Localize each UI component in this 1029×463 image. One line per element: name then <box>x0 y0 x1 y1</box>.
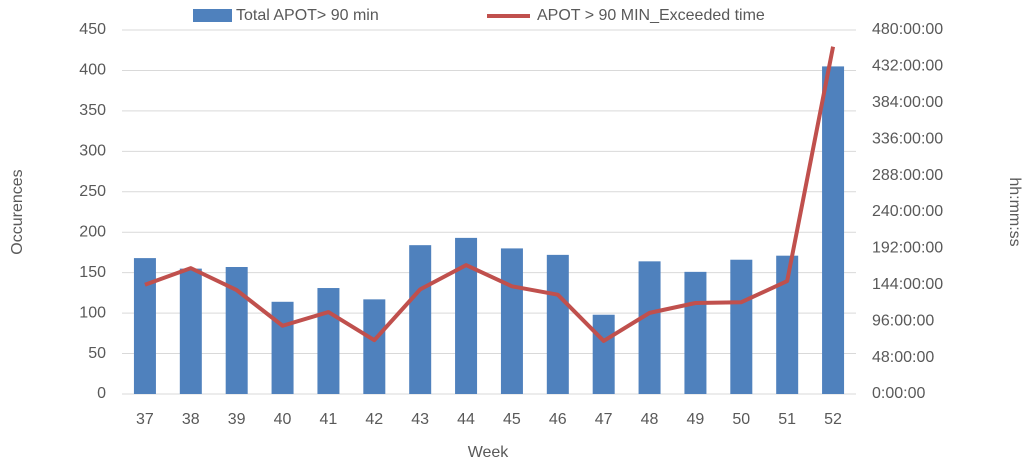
y2-tick-label: 48:00:00 <box>872 349 934 366</box>
y-tick-label: 300 <box>79 143 106 160</box>
x-tick-label: 42 <box>365 411 383 428</box>
bar <box>225 267 248 394</box>
x-tick-label: 48 <box>641 411 659 428</box>
x-tick-label: 37 <box>136 411 154 428</box>
y-tick-label: 400 <box>79 62 106 79</box>
x-tick-label: 46 <box>549 411 567 428</box>
x-tick-label: 41 <box>320 411 338 428</box>
y-tick-label: 250 <box>79 183 106 200</box>
bar <box>455 237 478 394</box>
y2-tick-label: 432:00:00 <box>872 58 943 75</box>
x-axis-label: Week <box>468 444 510 461</box>
y2-tick-label: 144:00:00 <box>872 276 943 293</box>
bar <box>409 245 432 394</box>
y-tick-label: 450 <box>79 21 106 38</box>
y2-tick-label: 480:00:00 <box>872 21 943 38</box>
x-tick-label: 39 <box>228 411 246 428</box>
bar <box>730 259 753 394</box>
x-tick-label: 43 <box>411 411 429 428</box>
bar <box>638 261 661 394</box>
x-tick-label: 44 <box>457 411 475 428</box>
y2-tick-label: 0:00:00 <box>872 385 925 402</box>
legend-label: Total APOT> 90 min <box>236 7 379 24</box>
bar <box>500 248 523 394</box>
y2-tick-label: 192:00:00 <box>872 240 943 257</box>
y2-tick-label: 384:00:00 <box>872 94 943 111</box>
bar <box>271 301 294 394</box>
x-tick-label: 45 <box>503 411 521 428</box>
y-axis-label: Occurences <box>9 169 26 254</box>
x-tick-label: 47 <box>595 411 613 428</box>
x-tick-label: 49 <box>687 411 705 428</box>
y-tick-label: 350 <box>79 102 106 119</box>
line <box>144 46 836 343</box>
y2-tick-label: 240:00:00 <box>872 203 943 220</box>
bar <box>592 314 615 394</box>
bar <box>822 66 845 395</box>
y-tick-label: 200 <box>79 223 106 240</box>
bar <box>546 254 569 394</box>
bar <box>179 268 202 394</box>
x-tick-label: 40 <box>274 411 292 428</box>
legend-swatch <box>193 9 232 22</box>
y-tick-label: 100 <box>79 304 106 321</box>
y2-axis-label: hh:mm:ss <box>1006 177 1023 246</box>
bar <box>776 255 799 394</box>
legend-label: APOT > 90 MIN_Exceeded time <box>537 7 765 24</box>
x-tick-label: 52 <box>824 411 842 428</box>
bar <box>363 299 386 394</box>
y-tick-label: 150 <box>79 264 106 281</box>
x-tick-label: 50 <box>732 411 750 428</box>
y2-tick-label: 96:00:00 <box>872 312 934 329</box>
y-tick-label: 0 <box>97 385 106 402</box>
y2-tick-label: 336:00:00 <box>872 130 943 147</box>
y2-tick-label: 288:00:00 <box>872 167 943 184</box>
bar <box>133 258 156 394</box>
y-tick-label: 50 <box>88 345 106 362</box>
x-tick-label: 51 <box>778 411 796 428</box>
bar <box>317 288 340 394</box>
x-tick-label: 38 <box>182 411 200 428</box>
bar <box>684 271 707 394</box>
